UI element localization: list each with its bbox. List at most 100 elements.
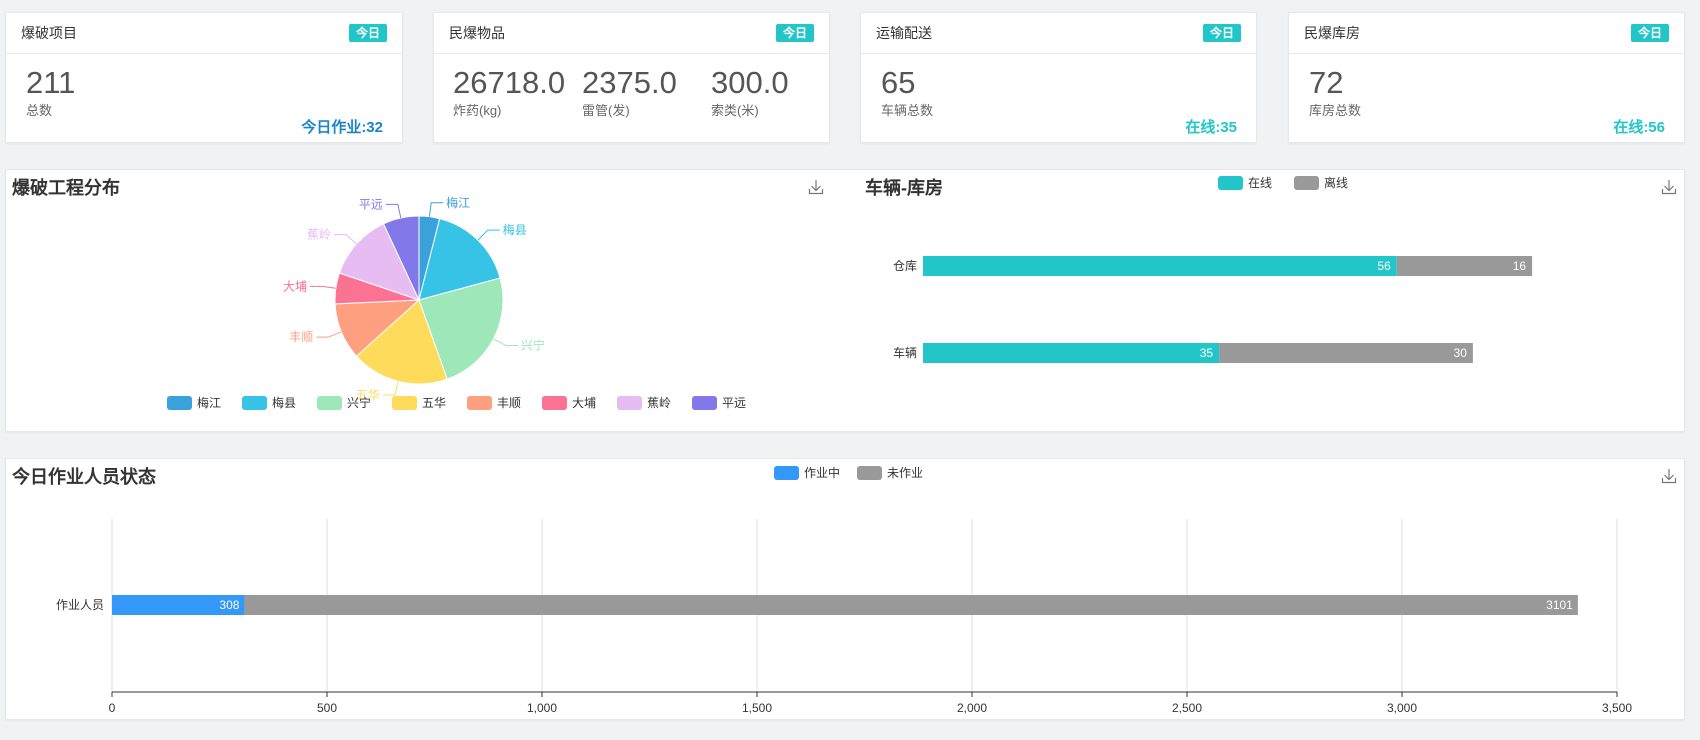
stat-card-explosives: 民爆物品 今日 26718.0 炸药(kg) 2375.0 雷管(发) 300.… bbox=[433, 12, 830, 143]
legend-swatch bbox=[392, 396, 417, 410]
category-label: 车辆 bbox=[893, 345, 917, 360]
x-tick-label: 1,000 bbox=[527, 701, 557, 715]
legend-swatch bbox=[774, 466, 799, 480]
x-tick-label: 3,000 bbox=[1387, 701, 1417, 715]
download-icon[interactable] bbox=[808, 179, 824, 195]
legend-label: 在线 bbox=[1248, 176, 1272, 190]
legend-label: 离线 bbox=[1324, 175, 1348, 190]
pie-slice-label: 兴宁 bbox=[521, 337, 545, 352]
online-count: 在线:35 bbox=[1185, 119, 1237, 136]
stat-total: 211 总数 bbox=[26, 67, 75, 119]
x-tick-label: 2,000 bbox=[957, 701, 987, 715]
pie-label-line bbox=[493, 338, 518, 346]
panel-title-staff-status: 今日作业人员状态 bbox=[12, 467, 156, 487]
legend-swatch bbox=[692, 396, 717, 410]
today-work-count: 今日作业:32 bbox=[301, 119, 383, 136]
legend-label: 作业中 bbox=[804, 465, 840, 480]
legend-swatch bbox=[242, 396, 267, 410]
pie-label-line bbox=[382, 381, 399, 396]
stat-value: 65 bbox=[881, 65, 916, 100]
pie-slice-label: 梅江 bbox=[446, 195, 470, 210]
stat-label: 索类(米) bbox=[711, 103, 759, 118]
legend-label: 大埔 bbox=[572, 396, 596, 410]
legend-label: 丰顺 bbox=[497, 396, 521, 410]
stat-label: 库房总数 bbox=[1309, 103, 1362, 118]
stat-explosive: 26718.0 炸药(kg) bbox=[453, 67, 565, 119]
category-label: 仓库 bbox=[893, 258, 917, 273]
staff-status-bar-chart: 作业中 未作业 0 500 1,000 1,500 2,000 2,500 3,000 3,500… bbox=[56, 465, 1632, 715]
pie-slice bbox=[418, 277, 504, 380]
legend-swatch bbox=[317, 396, 342, 410]
bar-segment bbox=[1396, 256, 1533, 276]
card-title: 运输配送 bbox=[876, 25, 932, 41]
legend-swatch bbox=[1218, 176, 1243, 190]
x-tick-label: 3,500 bbox=[1602, 701, 1632, 715]
middle-panel: 爆破工程分布 车辆-库房 梅江 梅县 兴宁 五华 丰顺 大埔 蕉岭 平远 梅江 梅县 兴宁 五华 丰顺大… bbox=[5, 169, 1685, 432]
pie-slice bbox=[338, 223, 420, 301]
legend-label: 未作业 bbox=[887, 466, 923, 480]
today-badge: 今日 bbox=[1630, 24, 1669, 42]
bar-segment bbox=[112, 595, 245, 615]
stat-cord: 300.0 索类(米) bbox=[711, 67, 789, 119]
card-header: 民爆库房 今日 bbox=[1289, 13, 1684, 54]
pie-label-line bbox=[477, 229, 500, 241]
card-header: 运输配送 今日 bbox=[861, 13, 1256, 54]
x-tick-label: 1,500 bbox=[742, 701, 772, 715]
stat-detonator: 2375.0 雷管(发) bbox=[582, 67, 677, 119]
card-header: 民爆物品 今日 bbox=[434, 13, 829, 54]
legend-label: 兴宁 bbox=[347, 395, 371, 410]
stat-card-blasting: 爆破项目 今日 211 总数 今日作业:32 bbox=[5, 12, 403, 143]
stat-value: 26718.0 bbox=[453, 65, 566, 100]
bar-value-label: 35 bbox=[1200, 346, 1214, 360]
pie-slice-label: 梅县 bbox=[503, 222, 527, 237]
stat-card-transport: 运输配送 今日 65 车辆总数 在线:35 bbox=[860, 12, 1257, 143]
pie-slice bbox=[418, 217, 501, 301]
legend-label: 梅江 bbox=[197, 395, 221, 410]
download-icon[interactable] bbox=[1661, 468, 1677, 484]
legend-swatch bbox=[167, 396, 192, 410]
today-badge: 今日 bbox=[348, 24, 387, 42]
pie-slice-label: 大埔 bbox=[283, 279, 307, 293]
legend-label: 蕉岭 bbox=[647, 396, 671, 410]
bar-value-label: 56 bbox=[1377, 259, 1391, 273]
x-tick-label: 0 bbox=[109, 701, 116, 715]
legend-swatch bbox=[542, 396, 567, 410]
stat-label: 炸药(kg) bbox=[453, 103, 502, 118]
legend-swatch bbox=[617, 396, 642, 410]
bar-value-label: 308 bbox=[219, 598, 239, 612]
pie-label-line bbox=[385, 203, 402, 219]
stat-label: 雷管(发) bbox=[582, 103, 630, 118]
pie-slice-label: 蕉岭 bbox=[307, 228, 331, 242]
legend-label: 平远 bbox=[722, 396, 746, 410]
x-tick-label: 2,500 bbox=[1172, 701, 1202, 715]
legend-swatch bbox=[857, 466, 882, 480]
bar-value-label: 30 bbox=[1454, 346, 1468, 360]
card-header: 爆破项目 今日 bbox=[6, 13, 402, 54]
stat-vehicles: 65 车辆总数 bbox=[881, 67, 933, 119]
download-icon[interactable] bbox=[1661, 179, 1677, 195]
stat-warehouses: 72 库房总数 bbox=[1309, 67, 1361, 119]
today-badge: 今日 bbox=[1202, 24, 1241, 42]
legend-label: 五华 bbox=[422, 396, 446, 410]
x-tick-label: 500 bbox=[317, 701, 337, 715]
bar-segment bbox=[244, 595, 1578, 615]
panel-title-project-distribution: 爆破工程分布 bbox=[12, 178, 120, 198]
pie-label-line bbox=[309, 285, 336, 289]
bar-segment bbox=[1219, 343, 1473, 363]
legend-swatch bbox=[1294, 176, 1319, 190]
card-title: 民爆库房 bbox=[1304, 25, 1360, 41]
bar-value-label: 16 bbox=[1513, 259, 1527, 273]
stat-value: 72 bbox=[1309, 65, 1344, 100]
bar-segment bbox=[923, 256, 1397, 276]
pie-label-line bbox=[428, 202, 444, 217]
pie-slice-label: 五华 bbox=[356, 388, 380, 402]
stat-value: 300.0 bbox=[711, 65, 789, 100]
pie-slice-label: 丰顺 bbox=[289, 330, 313, 344]
legend-label: 梅县 bbox=[272, 395, 296, 410]
pie-slice-label: 平远 bbox=[359, 197, 383, 211]
stat-value: 211 bbox=[26, 65, 76, 100]
online-count: 在线:56 bbox=[1613, 119, 1665, 136]
pie-label-line bbox=[334, 234, 357, 245]
card-title: 民爆物品 bbox=[449, 25, 505, 41]
